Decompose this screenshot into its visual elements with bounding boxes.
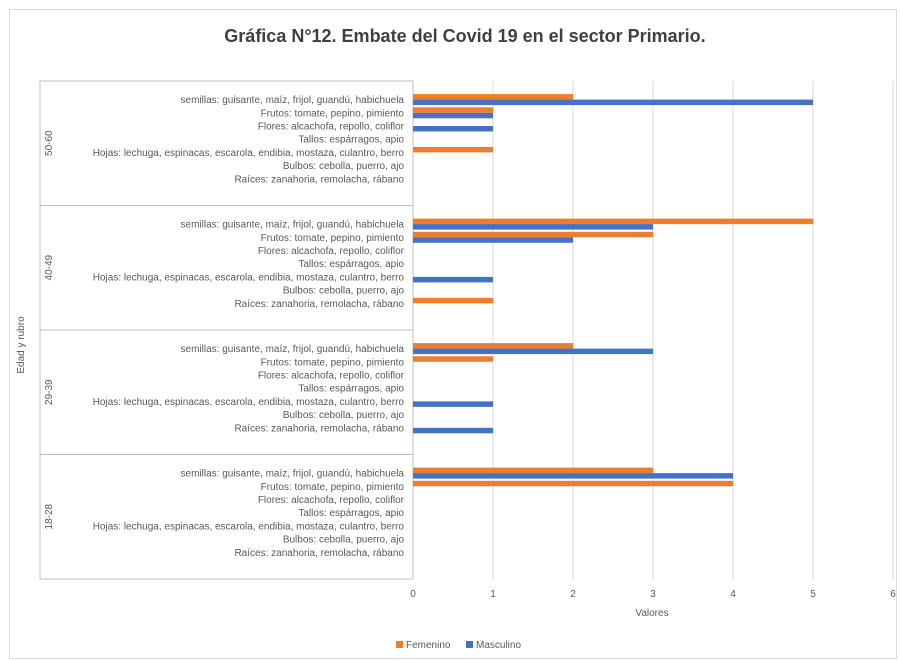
chart-frame <box>9 9 897 659</box>
x-tick-label: 1 <box>490 589 496 600</box>
legend-swatch-masculino <box>466 641 473 648</box>
bar-femenino <box>413 467 653 474</box>
x-tick-label: 2 <box>570 589 576 600</box>
category-label: semillas: guisante, maíz, frijol, guandú… <box>181 344 405 355</box>
category-label: Frutos: tomate, pepino, pimiento <box>261 108 405 119</box>
category-label: Frutos: tomate, pepino, pimiento <box>261 357 405 368</box>
bar-femenino <box>413 146 493 153</box>
category-label: Raíces: zanahoria, remolacha, rábano <box>234 299 404 310</box>
labels-layer: 50-60 semillas: guisante, maíz, frijol, g… <box>44 95 405 559</box>
bar-femenino <box>413 107 493 113</box>
category-label: Tallos: espárragos, apio <box>298 135 404 146</box>
category-label: Frutos: tomate, pepino, pimiento <box>261 482 405 493</box>
bar-masculino <box>413 473 733 479</box>
x-axis-title: Valores <box>635 608 668 619</box>
bar-femenino <box>413 297 493 304</box>
bar-masculino <box>413 126 493 132</box>
y-axis-title: Edad y rubro <box>16 316 27 374</box>
group-label-29-39: 29-39 <box>44 379 55 405</box>
category-label: Frutos: tomate, pepino, pimiento <box>261 233 405 244</box>
x-tick-label: 3 <box>650 589 656 600</box>
category-label: Flores: alcachofa, repollo, coliflor <box>258 371 405 382</box>
group-label-50-60: 50-60 <box>44 130 55 156</box>
bar-femenino <box>413 480 733 487</box>
legend: Femenino Masculino <box>396 640 521 651</box>
category-label: Flores: alcachofa, repollo, coliflor <box>258 246 405 257</box>
bar-masculino <box>413 276 493 283</box>
chart-title: Gráfica N°12. Embate del Covid 19 en el … <box>224 26 705 46</box>
bar-masculino <box>413 237 573 243</box>
category-label: semillas: guisante, maíz, frijol, guandú… <box>181 469 405 480</box>
bar-femenino <box>413 218 813 225</box>
category-label: Hojas: lechuga, espinacas, escarola, end… <box>93 397 405 408</box>
x-tick-label: 0 <box>410 589 416 600</box>
legend-swatch-femenino <box>396 641 403 648</box>
bar-masculino <box>413 99 813 106</box>
legend-label-masculino: Masculino <box>476 640 521 651</box>
category-label: semillas: guisante, maíz, frijol, guandú… <box>181 95 405 106</box>
category-label: semillas: guisante, maíz, frijol, guandú… <box>181 220 405 231</box>
bar-femenino <box>413 356 493 362</box>
group-label-18-28: 18-28 <box>44 503 55 529</box>
category-label: Bulbos: cebolla, puerro, ajo <box>283 535 405 546</box>
ticks-layer: 0 1 2 3 4 5 6 <box>410 589 896 600</box>
group-frame-layer <box>39 80 414 580</box>
bar-masculino <box>413 224 653 230</box>
bar-masculino <box>413 348 653 355</box>
bars-layer <box>413 94 813 487</box>
x-tick-label: 5 <box>810 589 816 600</box>
category-label: Tallos: espárragos, apio <box>298 508 404 519</box>
category-label: Bulbos: cebolla, puerro, ajo <box>283 161 405 172</box>
category-label: Raíces: zanahoria, remolacha, rábano <box>234 548 404 559</box>
category-label: Tallos: espárragos, apio <box>298 384 404 395</box>
bar-femenino <box>413 343 573 349</box>
category-label: Flores: alcachofa, repollo, coliflor <box>258 122 405 133</box>
category-label: Hojas: lechuga, espinacas, escarola, end… <box>93 272 405 283</box>
category-label: Hojas: lechuga, espinacas, escarola, end… <box>93 521 405 532</box>
category-label: Tallos: espárragos, apio <box>298 259 404 270</box>
category-label: Hojas: lechuga, espinacas, escarola, end… <box>93 148 405 159</box>
group-label-40-49: 40-49 <box>44 254 55 280</box>
x-tick-label: 6 <box>890 589 896 600</box>
bar-masculino <box>413 401 493 407</box>
bar-femenino <box>413 94 573 100</box>
category-label: Bulbos: cebolla, puerro, ajo <box>283 410 405 421</box>
bar-femenino <box>413 231 653 238</box>
category-label: Raíces: zanahoria, remolacha, rábano <box>234 174 404 185</box>
category-label: Bulbos: cebolla, puerro, ajo <box>283 286 405 297</box>
grid-layer <box>492 81 894 579</box>
legend-label-femenino: Femenino <box>406 640 451 651</box>
bar-masculino <box>413 112 493 119</box>
x-tick-label: 4 <box>730 589 736 600</box>
bar-masculino <box>413 427 493 434</box>
category-label: Flores: alcachofa, repollo, coliflor <box>258 495 405 506</box>
category-label: Raíces: zanahoria, remolacha, rábano <box>234 423 404 434</box>
